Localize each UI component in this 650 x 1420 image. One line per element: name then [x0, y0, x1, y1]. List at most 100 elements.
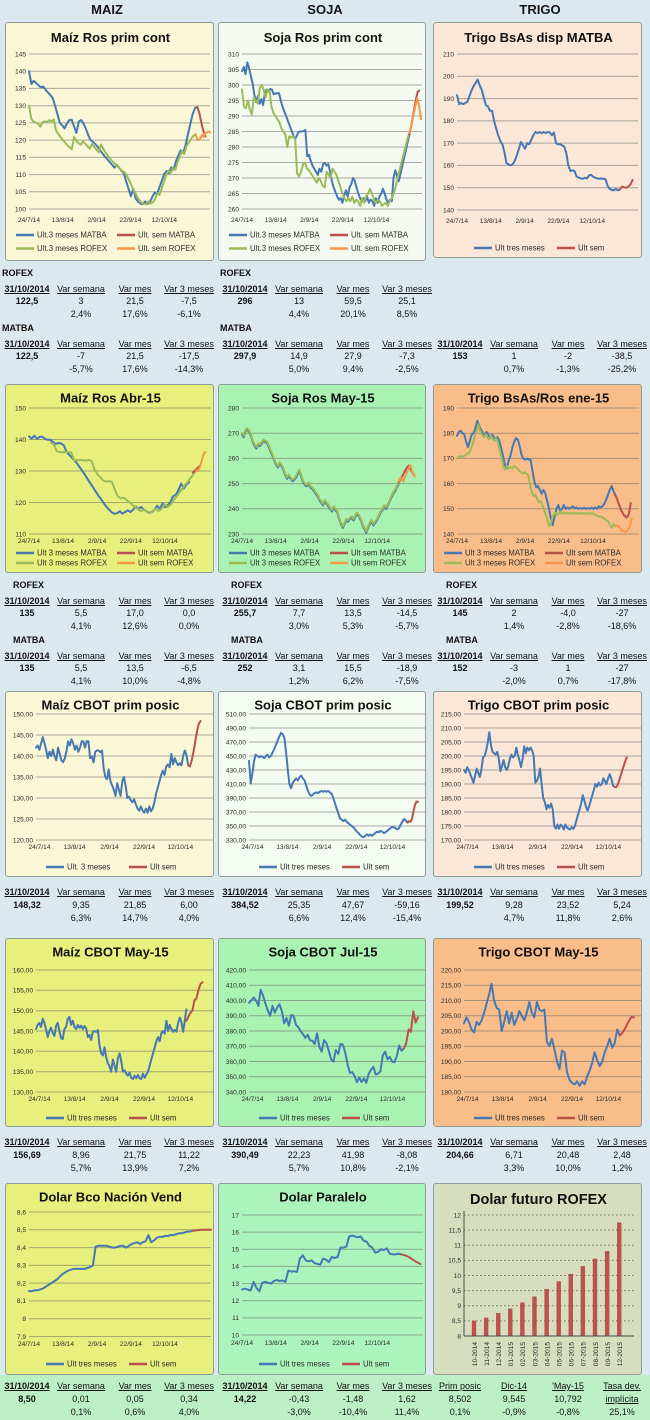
svg-text:12: 12	[232, 1298, 240, 1305]
svg-text:150,00: 150,00	[13, 711, 34, 718]
svg-text:02-2015: 02-2015	[520, 1342, 527, 1367]
svg-text:295: 295	[228, 98, 239, 105]
svg-text:12/10/14: 12/10/14	[580, 538, 606, 545]
svg-text:2/9/14: 2/9/14	[301, 1340, 320, 1347]
svg-text:2/9/14: 2/9/14	[528, 1096, 547, 1103]
svg-text:04-2015: 04-2015	[544, 1342, 551, 1367]
svg-text:22/9/14: 22/9/14	[561, 1096, 583, 1103]
svg-text:120,00: 120,00	[13, 837, 34, 844]
svg-text:Ult sem MATBA: Ult sem MATBA	[351, 549, 407, 558]
svg-text:150,00: 150,00	[13, 1008, 34, 1015]
svg-text:11: 11	[232, 1315, 239, 1322]
svg-text:260: 260	[228, 206, 239, 213]
svg-text:205,00: 205,00	[441, 1013, 462, 1020]
svg-text:12/10/14: 12/10/14	[364, 538, 390, 545]
svg-text:Ult sem: Ult sem	[150, 863, 176, 872]
svg-text:Ult 3 meses ROFEX: Ult 3 meses ROFEX	[465, 559, 536, 568]
svg-text:24/7/14: 24/7/14	[29, 844, 51, 851]
svg-text:215,00: 215,00	[441, 983, 462, 990]
svg-text:350,00: 350,00	[226, 1074, 247, 1081]
svg-text:13: 13	[232, 1281, 240, 1288]
svg-text:Ult tres meses: Ult tres meses	[495, 244, 545, 253]
svg-text:8,5: 8,5	[452, 1318, 461, 1325]
svg-text:Trigo BsAs/Ros ene-15: Trigo BsAs/Ros ene-15	[468, 391, 610, 406]
svg-text:07-2015: 07-2015	[581, 1342, 588, 1367]
svg-text:145,00: 145,00	[13, 732, 34, 739]
svg-text:14: 14	[232, 1264, 240, 1271]
svg-text:2/9/14: 2/9/14	[301, 538, 320, 545]
svg-text:Soja CBOT Jul-15: Soja CBOT Jul-15	[268, 945, 377, 960]
svg-text:Ult 3 meses MATBA: Ult 3 meses MATBA	[250, 549, 320, 558]
svg-text:205,00: 205,00	[441, 739, 462, 746]
svg-text:310: 310	[228, 51, 239, 58]
svg-text:Ult sem: Ult sem	[363, 1360, 389, 1369]
svg-text:190,00: 190,00	[441, 1059, 462, 1066]
svg-text:115: 115	[15, 155, 26, 162]
svg-text:160,00: 160,00	[13, 967, 34, 974]
svg-text:2/9/14: 2/9/14	[516, 218, 535, 225]
svg-text:12/10/14: 12/10/14	[380, 1096, 406, 1103]
svg-text:265: 265	[228, 191, 239, 198]
svg-text:135: 135	[15, 86, 26, 93]
svg-text:330,00: 330,00	[226, 837, 247, 844]
svg-text:2/9/14: 2/9/14	[100, 844, 119, 851]
svg-text:170: 170	[443, 140, 454, 147]
svg-text:13/8/14: 13/8/14	[480, 218, 502, 225]
svg-text:Ult sem: Ult sem	[578, 244, 604, 253]
svg-text:210,00: 210,00	[441, 998, 462, 1005]
svg-text:Ult tres meses: Ult tres meses	[280, 1360, 330, 1369]
svg-text:Ult tres meses: Ult tres meses	[67, 1360, 117, 1369]
svg-text:150: 150	[443, 506, 454, 513]
svg-text:10: 10	[454, 1273, 462, 1280]
svg-text:Soja Ros May-15: Soja Ros May-15	[271, 391, 374, 406]
svg-text:220,00: 220,00	[441, 967, 462, 974]
svg-text:13/8/14: 13/8/14	[480, 538, 502, 545]
svg-text:210,00: 210,00	[441, 725, 462, 732]
svg-text:160: 160	[443, 163, 454, 170]
svg-text:Ult. sem MATBA: Ult. sem MATBA	[351, 231, 409, 240]
svg-text:24/7/14: 24/7/14	[18, 1341, 40, 1348]
svg-text:160: 160	[443, 481, 454, 488]
svg-text:17: 17	[232, 1212, 240, 1219]
svg-text:2/9/14: 2/9/14	[313, 844, 332, 851]
svg-text:275: 275	[228, 160, 239, 167]
svg-text:120: 120	[15, 500, 26, 507]
svg-text:Ult sem MATBA: Ult sem MATBA	[566, 549, 622, 558]
svg-text:305: 305	[228, 67, 239, 74]
svg-text:2/9/14: 2/9/14	[88, 217, 107, 224]
svg-text:01-2015: 01-2015	[508, 1342, 515, 1367]
svg-text:300: 300	[228, 82, 239, 89]
svg-text:22/9/14: 22/9/14	[332, 217, 354, 224]
svg-text:215,00: 215,00	[441, 711, 462, 718]
svg-text:285: 285	[228, 129, 239, 136]
svg-text:400,00: 400,00	[226, 998, 247, 1005]
svg-text:Ult.3 meses ROFEX: Ult.3 meses ROFEX	[37, 244, 108, 253]
svg-text:Ult tres meses: Ult tres meses	[280, 863, 330, 872]
svg-text:140,00: 140,00	[13, 1049, 34, 1056]
svg-text:2/9/14: 2/9/14	[528, 844, 547, 851]
svg-text:Ult sem MATBA: Ult sem MATBA	[138, 549, 194, 558]
svg-text:Ult sem: Ult sem	[578, 863, 604, 872]
svg-text:Ult.3 meses MATBA: Ult.3 meses MATBA	[250, 231, 320, 240]
svg-text:24/7/14: 24/7/14	[231, 1340, 253, 1347]
svg-text:Ult tres meses: Ult tres meses	[495, 1114, 545, 1123]
svg-text:Ult sem ROFEX: Ult sem ROFEX	[566, 559, 622, 568]
svg-text:240: 240	[228, 506, 239, 513]
svg-text:100: 100	[15, 206, 26, 213]
svg-text:10-2014: 10-2014	[472, 1342, 479, 1367]
svg-text:8,3: 8,3	[17, 1263, 26, 1270]
svg-text:340,00: 340,00	[226, 1089, 247, 1096]
svg-text:7,9: 7,9	[17, 1334, 26, 1341]
svg-text:12/10/14: 12/10/14	[167, 1096, 193, 1103]
svg-text:210: 210	[443, 51, 454, 58]
svg-text:190,00: 190,00	[441, 781, 462, 788]
svg-text:150: 150	[15, 405, 26, 412]
svg-text:22/9/14: 22/9/14	[120, 538, 142, 545]
svg-text:140: 140	[443, 531, 454, 538]
svg-text:Ult.3 meses ROFEX: Ult.3 meses ROFEX	[250, 244, 321, 253]
svg-text:Trigo CBOT May-15: Trigo CBOT May-15	[479, 945, 599, 960]
svg-text:2/9/14: 2/9/14	[88, 538, 107, 545]
svg-text:175,00: 175,00	[441, 823, 462, 830]
svg-text:13/8/14: 13/8/14	[265, 538, 287, 545]
svg-text:24/7/14: 24/7/14	[18, 538, 40, 545]
